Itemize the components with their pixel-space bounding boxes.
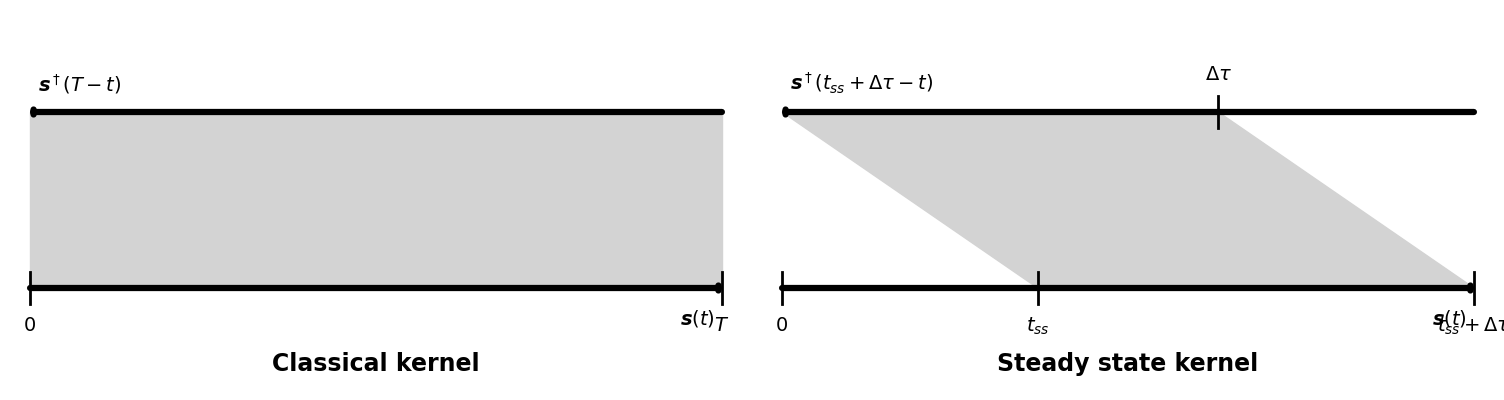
Text: $\boldsymbol{s}^\dagger(t_{ss} + \Delta\tau - t)$: $\boldsymbol{s}^\dagger(t_{ss} + \Delta\… <box>790 71 932 96</box>
Text: $\boldsymbol{s}^\dagger(T - t)$: $\boldsymbol{s}^\dagger(T - t)$ <box>38 72 122 96</box>
Text: $T$: $T$ <box>714 316 729 335</box>
Text: 0: 0 <box>776 316 788 335</box>
Text: $t_{ss} + \Delta\tau$: $t_{ss} + \Delta\tau$ <box>1438 316 1504 337</box>
Text: Steady state kernel: Steady state kernel <box>997 352 1259 376</box>
Text: Classical kernel: Classical kernel <box>272 352 480 376</box>
Text: $\boldsymbol{s}(t)$: $\boldsymbol{s}(t)$ <box>1432 308 1466 329</box>
Polygon shape <box>782 112 1474 288</box>
Text: $\Delta\tau$: $\Delta\tau$ <box>1205 65 1232 84</box>
Polygon shape <box>30 112 722 288</box>
Text: 0: 0 <box>24 316 36 335</box>
Text: $t_{ss}$: $t_{ss}$ <box>1026 316 1050 337</box>
Text: $\boldsymbol{s}(t)$: $\boldsymbol{s}(t)$ <box>680 308 714 329</box>
